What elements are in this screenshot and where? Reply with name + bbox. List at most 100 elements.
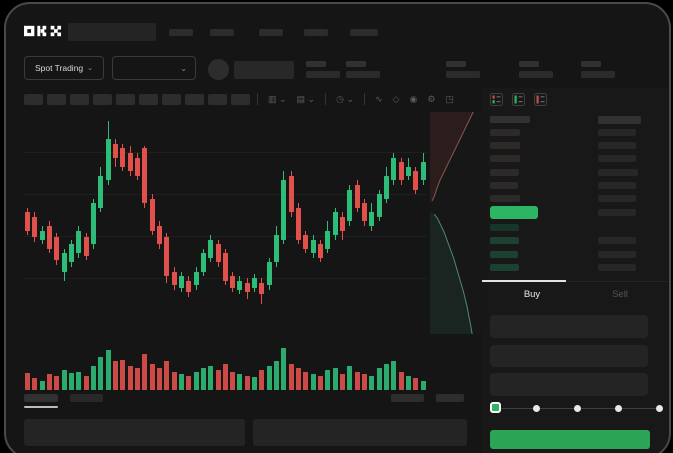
depth-chart[interactable]: [430, 112, 484, 334]
timeframe-button[interactable]: [47, 93, 66, 105]
slider-dot[interactable]: [533, 405, 540, 412]
price-input-placeholder[interactable]: [490, 315, 648, 338]
slider-dot[interactable]: [574, 405, 581, 412]
candle-body: [421, 162, 426, 181]
candles-layer: [24, 112, 427, 340]
tab-buy[interactable]: Buy: [490, 289, 574, 300]
book-combined-icon[interactable]: [490, 93, 503, 106]
candle-body: [186, 280, 191, 293]
tab-sell[interactable]: Sell: [578, 289, 662, 300]
toolbar-divider: [257, 93, 258, 105]
orderbook-row[interactable]: [482, 250, 668, 259]
slider-dot[interactable]: [615, 405, 622, 412]
volume-bar: [47, 374, 52, 390]
timeframe-button[interactable]: [139, 93, 158, 105]
chart-style-icon[interactable]: ▤ ⌄: [296, 93, 316, 104]
bids-depth-area: [430, 211, 473, 334]
volume-bar: [91, 365, 96, 390]
nav-item-placeholder[interactable]: [259, 29, 283, 36]
candle-body: [142, 148, 147, 204]
bottom-action-placeholder[interactable]: [391, 394, 424, 402]
timeframe-button[interactable]: [70, 93, 89, 105]
orderbook-row[interactable]: [482, 168, 668, 177]
candle-body: [384, 175, 389, 199]
volume-bar: [194, 371, 199, 390]
timeframe-button[interactable]: [24, 93, 43, 105]
orderbook-row[interactable]: [482, 181, 668, 190]
nav-item-placeholder[interactable]: [304, 29, 328, 36]
settings-icon[interactable]: ⚙: [427, 93, 436, 104]
timeframe-button[interactable]: [208, 93, 227, 105]
candle-body: [413, 171, 418, 190]
volume-bar: [113, 361, 118, 390]
volume-bar: [274, 361, 279, 390]
candle-body: [237, 280, 242, 290]
nav-item-placeholder[interactable]: [350, 29, 378, 36]
timeframe-button[interactable]: [162, 93, 181, 105]
slider-handle[interactable]: [490, 402, 501, 413]
book-bids-icon[interactable]: [512, 93, 525, 106]
orderbook-row[interactable]: [482, 155, 668, 163]
buy-submit-button[interactable]: [490, 430, 650, 449]
bottom-tab-active-placeholder[interactable]: [24, 394, 58, 402]
candle-body: [303, 235, 308, 249]
indicator-icon[interactable]: ∿: [375, 93, 383, 104]
market-type-dropdown[interactable]: Spot Trading ⌄: [24, 56, 104, 80]
total-input-placeholder[interactable]: [490, 373, 648, 396]
bottom-action-placeholder[interactable]: [436, 394, 464, 402]
pair-dropdown[interactable]: ⌄: [112, 56, 196, 80]
timeframe-button[interactable]: [116, 93, 135, 105]
candle-body: [208, 239, 213, 258]
last-price-badge[interactable]: [490, 206, 538, 219]
orderbook-row[interactable]: [482, 237, 668, 245]
candle-body: [281, 180, 286, 240]
volume-bar: [120, 359, 125, 390]
volume-bar: [340, 374, 345, 390]
volume-bar: [54, 375, 59, 390]
toolbar-divider: [325, 93, 327, 105]
candle-body: [340, 216, 345, 231]
candle-body: [289, 175, 294, 213]
volume-bar: [399, 371, 404, 390]
camera-icon[interactable]: ◉: [409, 93, 418, 104]
orderbook-row[interactable]: [482, 264, 668, 272]
timeframe-button[interactable]: [185, 93, 204, 105]
candle-body: [296, 207, 301, 240]
nav-item-placeholder[interactable]: [169, 29, 193, 36]
asks-depth-line: [432, 112, 473, 201]
okx-logo[interactable]: [24, 24, 64, 43]
book-asks-icon[interactable]: [534, 93, 547, 106]
candle-body: [150, 198, 155, 231]
nav-search-placeholder[interactable]: [68, 23, 156, 41]
candlestick-chart[interactable]: [24, 112, 427, 340]
volume-bar: [347, 365, 352, 390]
orderbook-row[interactable]: [482, 142, 668, 150]
orderbook-view-toggles: [490, 93, 547, 106]
orderbook-amount-placeholder: [598, 195, 636, 202]
candle-type-icon[interactable]: ▥ ⌄: [268, 93, 287, 104]
clock-icon[interactable]: ◷ ⌄: [336, 93, 354, 104]
market-type-label: Spot Trading: [34, 63, 84, 73]
timeframe-button[interactable]: [231, 93, 250, 105]
volume-bar: [245, 375, 250, 390]
orderbook-row[interactable]: [482, 195, 668, 203]
timeframe-button[interactable]: [93, 93, 112, 105]
nav-item-placeholder[interactable]: [210, 29, 234, 36]
volume-bar: [208, 365, 213, 390]
amount-input-placeholder[interactable]: [490, 345, 648, 367]
slider-dot[interactable]: [656, 405, 663, 412]
orderbook-row[interactable]: [482, 129, 668, 137]
bids-depth-line: [434, 214, 472, 334]
gridline: [24, 236, 427, 237]
chevron-down-icon: ⌄: [87, 65, 94, 72]
volume-bar: [318, 375, 323, 390]
compare-icon[interactable]: ◇: [392, 93, 400, 104]
orderbook-amount-header-placeholder: [598, 116, 641, 124]
bottom-tab-placeholder[interactable]: [70, 394, 103, 402]
candle-body: [267, 262, 272, 286]
candle-body: [406, 166, 411, 176]
volume-bar: [362, 374, 367, 390]
fullscreen-icon[interactable]: ◳: [445, 93, 454, 104]
orderbook-row[interactable]: [482, 224, 668, 232]
